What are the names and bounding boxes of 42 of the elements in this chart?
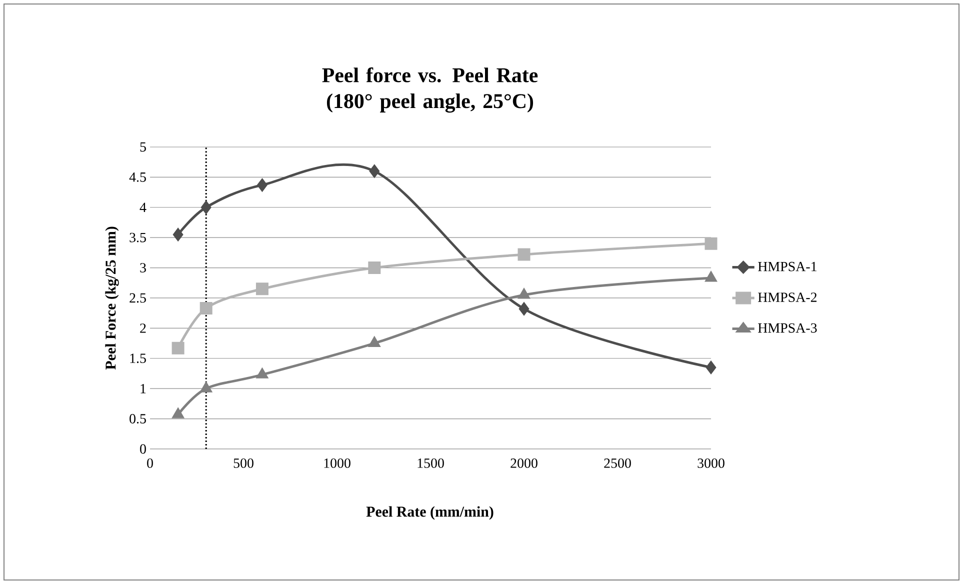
- point: [256, 368, 268, 378]
- legend-label: HMPSA-1: [758, 262, 816, 272]
- point: [172, 342, 184, 354]
- point: [519, 302, 530, 316]
- point: [368, 337, 380, 348]
- chart-title: Peel force vs. Peel Rate (180° peel angle, 25°C): [322, 67, 538, 113]
- y-tick-label: 3: [140, 263, 146, 272]
- point: [201, 201, 212, 214]
- point: [704, 237, 718, 250]
- point: [705, 272, 717, 282]
- y-tick-label: 1.5: [130, 354, 146, 364]
- point: [200, 302, 212, 314]
- y-axis-title: Peel Force (kg/25 mm): [105, 226, 119, 370]
- point: [518, 248, 530, 261]
- point: [200, 382, 212, 392]
- y-tick-label: 3.5: [130, 232, 146, 242]
- y-tick-label: 2: [140, 324, 146, 333]
- point: [173, 228, 184, 241]
- x-tick-label: 3000: [698, 458, 724, 468]
- point: [172, 408, 184, 418]
- y-tick-label: 0: [140, 444, 146, 454]
- point: [368, 262, 381, 274]
- y-tick-label: 2.5: [130, 293, 146, 303]
- x-tick-label: 2000: [510, 458, 538, 468]
- point: [257, 178, 268, 192]
- legend-label: HMPSA-2: [758, 292, 817, 302]
- y-tick-label: 0.5: [130, 414, 146, 424]
- point: [706, 361, 716, 374]
- x-tick-label: 2500: [604, 458, 631, 468]
- x-tick-label: 0: [147, 458, 153, 468]
- y-tick-label: 4.5: [129, 172, 146, 182]
- x-axis-title: Peel Rate (mm/min): [366, 506, 494, 520]
- y-tick-label: 5: [140, 142, 146, 152]
- x-tick-label: 500: [234, 458, 254, 468]
- x-tick-label: 1000: [324, 458, 350, 468]
- x-tick-label: 1500: [418, 458, 444, 468]
- point: [518, 288, 530, 299]
- point: [369, 164, 380, 178]
- legend-label: HMPSA-3: [758, 323, 817, 333]
- y-tick-label: 1: [140, 384, 146, 394]
- point: [256, 282, 268, 296]
- y-tick-label: 4: [140, 202, 146, 212]
